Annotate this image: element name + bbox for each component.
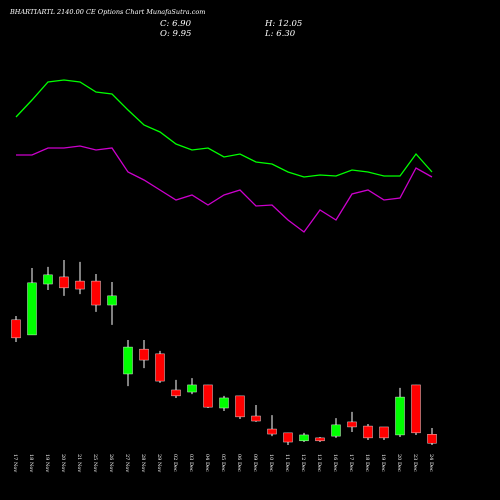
candle-body	[251, 415, 261, 422]
candle-body	[171, 389, 181, 397]
candle-body	[75, 280, 85, 290]
x-tick-label: 20 Nov	[60, 454, 66, 472]
candle-body	[59, 276, 69, 289]
open-label: O: 9.95	[160, 29, 191, 39]
candle-body	[203, 384, 213, 408]
indicator-line	[15, 79, 433, 178]
x-tick-label: 10 Dec	[268, 454, 274, 472]
candle-body	[235, 395, 245, 418]
x-tick-label: 27 Nov	[124, 454, 130, 472]
candle-body	[11, 319, 21, 339]
candle-body	[27, 282, 37, 336]
candle-body	[139, 348, 149, 361]
candle-body	[347, 421, 357, 428]
candle-body	[107, 295, 117, 306]
x-tick-label: 25 Nov	[92, 454, 98, 472]
candle-body	[155, 353, 165, 382]
candle-body	[331, 424, 341, 437]
candle-body	[91, 280, 101, 306]
x-tick-label: 17 Dec	[348, 454, 354, 472]
candle-body	[219, 397, 229, 409]
x-tick-label: 12 Dec	[300, 454, 306, 472]
close-label: C: 6.90	[160, 19, 192, 29]
candle-body	[315, 437, 325, 442]
candle-body	[43, 274, 53, 285]
x-tick-label: 23 Dec	[412, 454, 418, 472]
indicator-line	[16, 145, 433, 233]
chart-title: BHARTIARTL 2140.00 CE Options Chart Muna…	[9, 8, 205, 16]
x-tick-label: 06 Dec	[236, 454, 242, 472]
candle-body	[427, 433, 437, 444]
x-tick-label: 26 Nov	[108, 454, 114, 472]
x-tick-label: 09 Dec	[252, 454, 258, 472]
candle-body	[299, 434, 309, 442]
candle-body	[267, 428, 277, 435]
x-tick-label: 29 Nov	[156, 454, 162, 472]
x-tick-label: 13 Dec	[316, 454, 322, 472]
x-tick-label: 17 Nov	[12, 454, 18, 472]
x-tick-label: 18 Dec	[364, 454, 370, 472]
candle-body	[187, 384, 197, 393]
x-tick-label: 24 Dec	[428, 454, 434, 472]
x-tick-label: 02 Dec	[172, 454, 178, 472]
x-tick-label: 28 Nov	[140, 454, 146, 472]
x-tick-label: 05 Dec	[220, 454, 226, 472]
x-tick-label: 11 Dec	[284, 454, 290, 472]
candle-body	[411, 384, 421, 434]
x-tick-label: 18 Nov	[28, 454, 34, 472]
x-tick-label: 19 Dec	[380, 454, 386, 472]
x-tick-label: 04 Dec	[204, 454, 210, 472]
x-tick-label: 19 Nov	[44, 454, 50, 472]
x-tick-label: 20 Dec	[396, 454, 402, 472]
x-tick-label: 21 Nov	[76, 454, 82, 472]
candle-body	[363, 425, 373, 439]
high-label: H: 12.05	[264, 19, 302, 29]
x-tick-label: 16 Dec	[332, 454, 338, 472]
candle-body	[283, 432, 293, 443]
candle-body	[379, 426, 389, 439]
candle-body	[395, 396, 405, 436]
candle-body	[123, 346, 133, 375]
low-label: L: 6.30	[264, 29, 296, 39]
x-tick-label: 03 Dec	[188, 454, 194, 472]
